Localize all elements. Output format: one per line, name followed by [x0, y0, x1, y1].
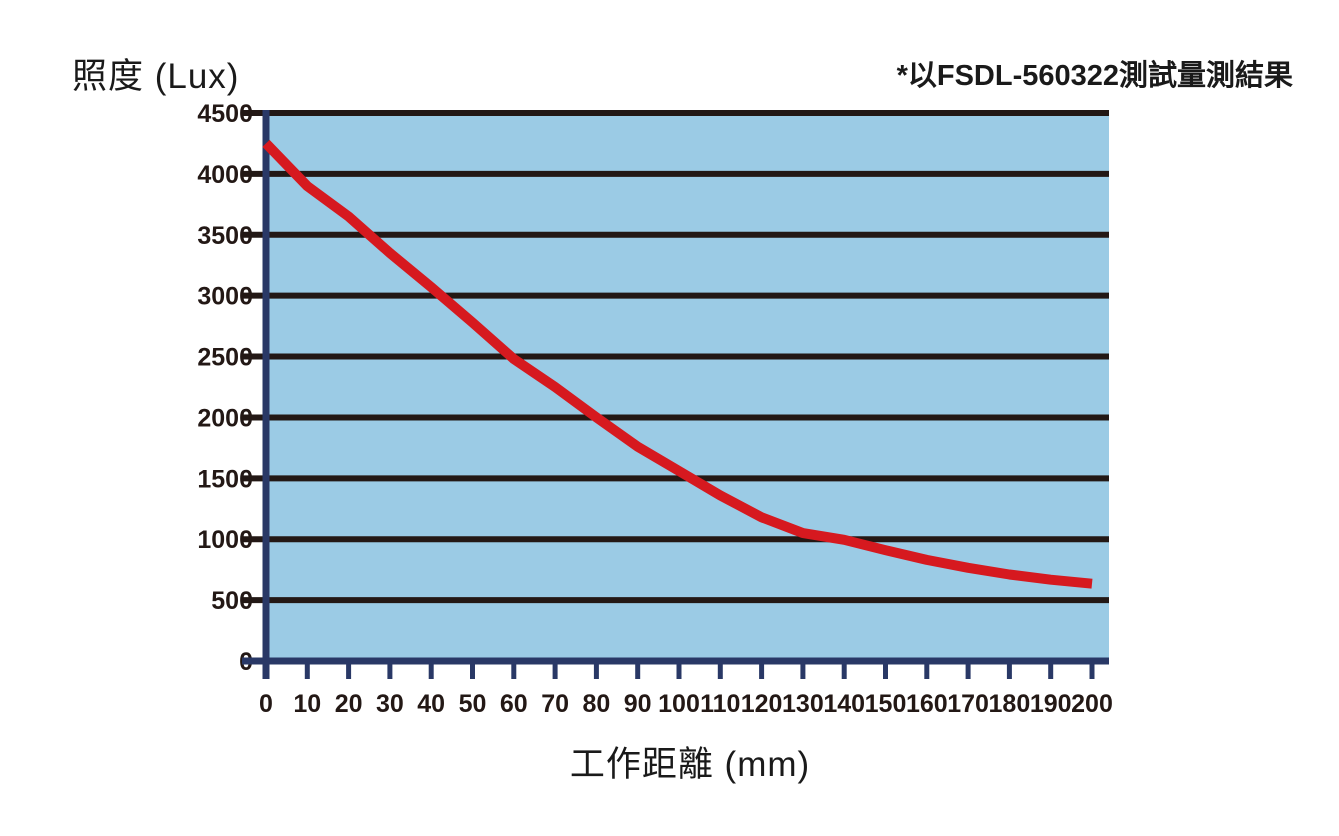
x-tick-label: 100 — [658, 690, 700, 718]
illuminance-curve — [262, 139, 1093, 589]
x-tick-label: 70 — [541, 690, 569, 718]
x-tick-label: 200 — [1071, 690, 1113, 718]
x-tick-label: 0 — [259, 690, 273, 718]
y-axis-title: 照度 (Lux) — [72, 57, 240, 96]
measurement-note: *以FSDL-560322測試量測結果 — [896, 60, 1293, 92]
x-tick-label: 120 — [741, 690, 783, 718]
x-tick-label: 30 — [376, 690, 404, 718]
y-tick-label: 2000 — [197, 404, 253, 432]
x-tick-label: 60 — [500, 690, 528, 718]
x-tick-label: 40 — [417, 690, 445, 718]
x-tick-label: 170 — [947, 690, 989, 718]
y-tick-label: 1500 — [197, 465, 253, 493]
y-tick-label: 1000 — [197, 526, 253, 554]
x-tick-label: 80 — [582, 690, 610, 718]
x-tick-label: 50 — [459, 690, 487, 718]
y-tick-label: 4000 — [197, 161, 253, 189]
x-tick-label: 110 — [700, 690, 740, 718]
x-tick-label: 90 — [624, 690, 652, 718]
x-tick-label: 140 — [823, 690, 865, 718]
y-tick-label: 3000 — [197, 283, 253, 311]
y-tick-label: 4500 — [197, 100, 253, 128]
x-axis-title: 工作距離 (mm) — [569, 745, 811, 784]
plot-background — [266, 113, 1109, 661]
y-tick-label: 2500 — [197, 344, 253, 372]
x-tick-label: 160 — [906, 690, 948, 718]
x-tick-label: 190 — [1030, 690, 1072, 718]
x-tick-label: 10 — [293, 690, 321, 718]
y-tick-label: 3500 — [197, 222, 253, 250]
x-tick-label: 130 — [782, 690, 824, 718]
x-tick-label: 150 — [865, 690, 907, 718]
x-tick-label: 20 — [335, 690, 363, 718]
y-tick-label: 500 — [211, 587, 253, 615]
x-tick-label: 180 — [989, 690, 1031, 718]
